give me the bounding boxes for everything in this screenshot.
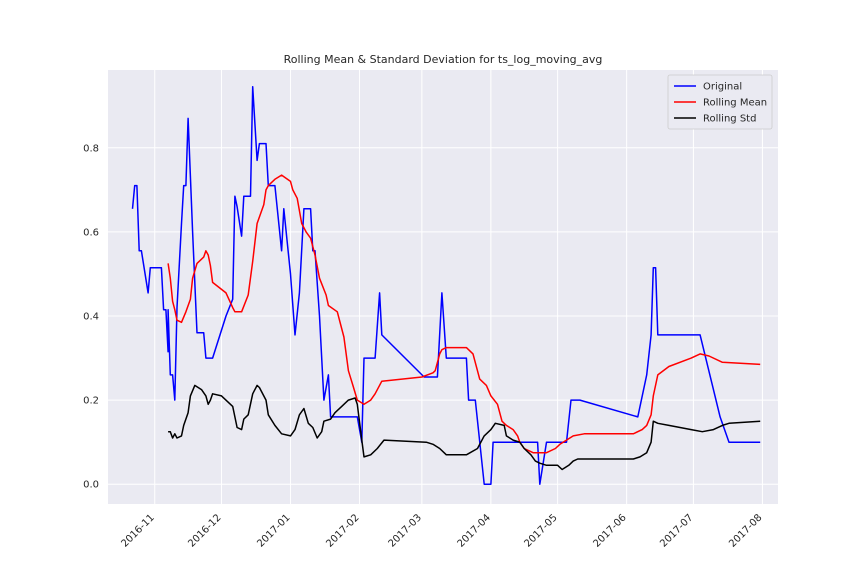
chart-title: Rolling Mean & Standard Deviation for ts…: [284, 53, 603, 66]
legend-label: Rolling Std: [703, 114, 756, 125]
legend-box: [667, 74, 773, 130]
legend-label: Original: [703, 82, 742, 93]
series-line-rolling-mean: [167, 174, 761, 454]
series-layer: [131, 86, 761, 485]
legend-label: Rolling Mean: [703, 98, 767, 109]
plot-area: [108, 70, 778, 504]
y-tick-label: 0.8: [83, 143, 99, 154]
series-line-rolling-std: [168, 384, 761, 471]
grid: [108, 70, 778, 504]
y-tick-label: 0.6: [83, 227, 99, 238]
y-tick-label: 0.4: [83, 312, 99, 323]
legend: Original Rolling Mean Rolling Std: [667, 74, 773, 130]
y-tick-label: 0.2: [83, 396, 99, 407]
series-line-original: [131, 86, 761, 485]
y-tick-label: 0.0: [83, 480, 99, 491]
